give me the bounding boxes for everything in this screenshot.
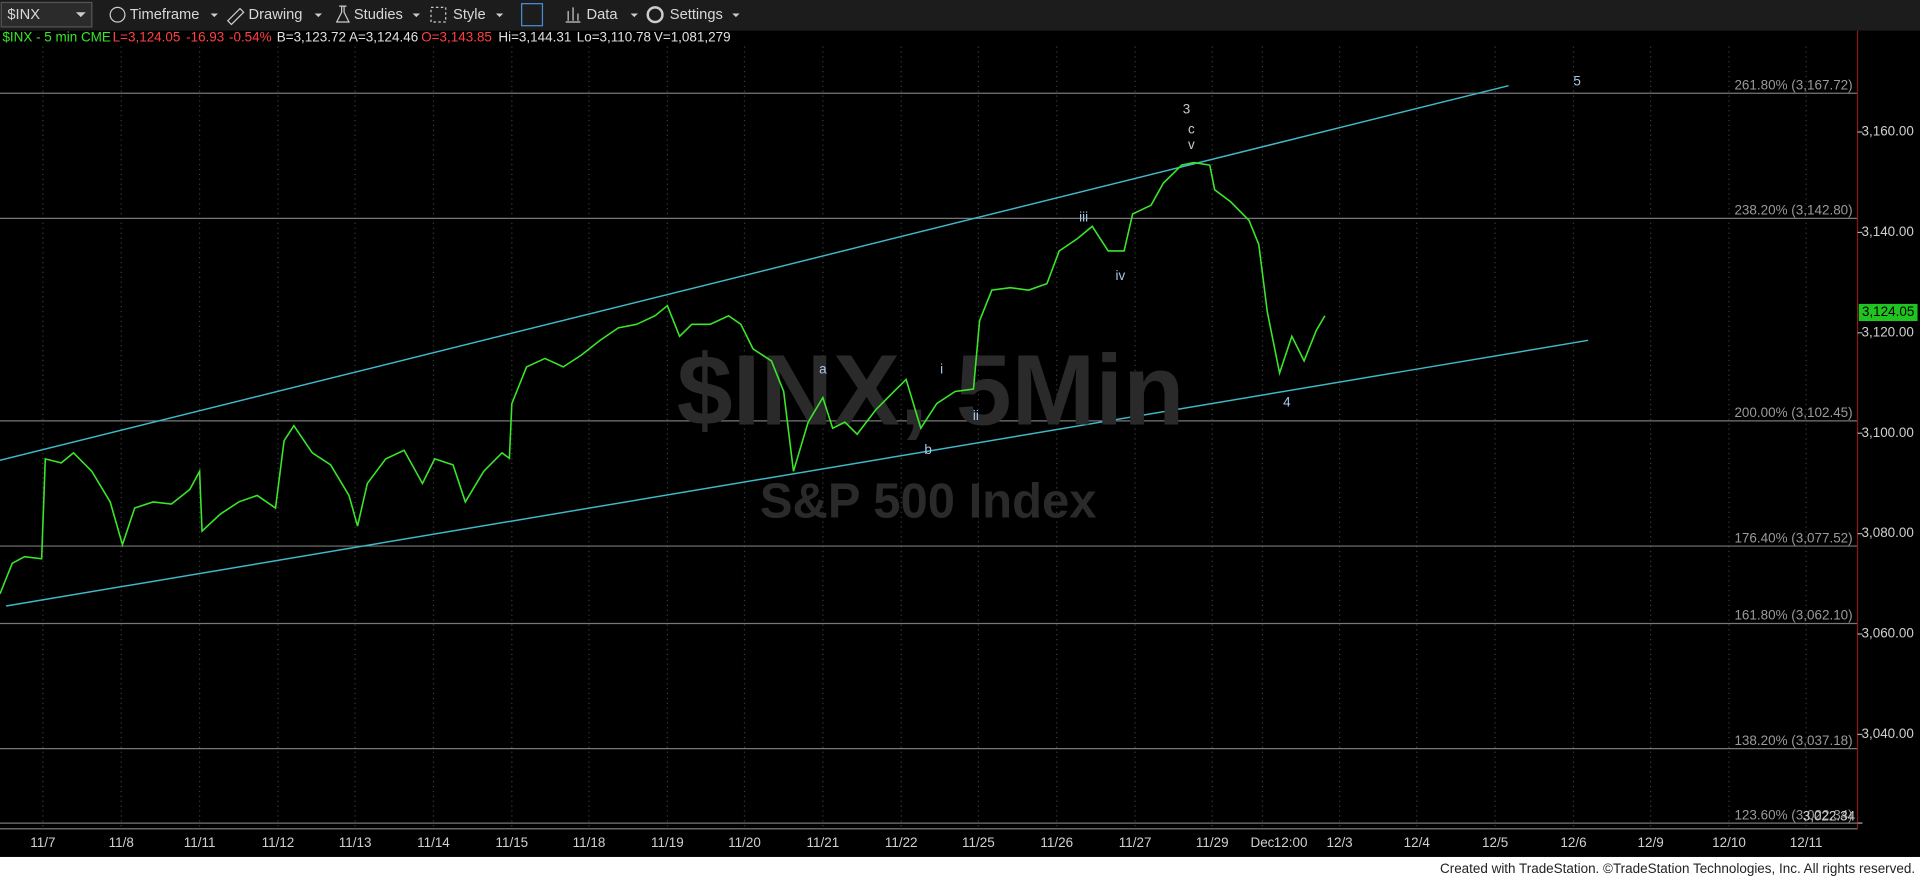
header-stat: Hi=3,144.31	[498, 30, 571, 45]
timeframe-icon	[109, 6, 126, 23]
x-tick-label: 11/19	[651, 835, 684, 850]
x-tick-label: 11/29	[1196, 835, 1229, 850]
x-tick-label: 11/7	[30, 835, 55, 850]
x-tick-label: 12/6	[1560, 835, 1586, 850]
x-tick-label: 11/25	[962, 835, 995, 850]
dropdown-arrow	[210, 13, 218, 18]
fib-level-label: 176.40% (3,077.52)	[1734, 530, 1852, 545]
x-tick-label: 11/21	[807, 835, 840, 850]
x-tick-label: 12/11	[1790, 835, 1823, 850]
last-price-label: 3,124.05	[1862, 304, 1914, 319]
low-marker-label: 3,022.34	[1803, 809, 1856, 824]
header-stat: A=3,124.46	[349, 30, 418, 45]
watermark-symbol: $INX, 5Min	[677, 334, 1185, 446]
header-stat: -0.54%	[229, 30, 272, 45]
dropdown-arrow	[732, 13, 740, 18]
y-tick-label: 3,140.00	[1861, 224, 1913, 239]
header-stat: V=1,081,279	[654, 30, 731, 45]
wave-label: i	[940, 361, 943, 376]
fib-level-label: 200.00% (3,102.45)	[1734, 405, 1852, 420]
wave-label: iii	[1079, 209, 1088, 224]
watermark-name: S&P 500 Index	[760, 474, 1097, 528]
y-tick-label: 3,060.00	[1861, 626, 1913, 641]
toolbar-item[interactable]: Data	[587, 7, 619, 23]
x-tick-label: 12/5	[1482, 835, 1508, 850]
symbol-box[interactable]	[0, 1, 93, 28]
x-tick-label: 11/12	[262, 835, 295, 850]
x-tick-label: 12:00	[1274, 835, 1308, 850]
x-tick-label: 11/14	[417, 835, 450, 850]
x-tick-label: 11/26	[1040, 835, 1073, 850]
x-tick-label: Dec	[1250, 835, 1274, 850]
dropdown-arrow	[630, 13, 638, 18]
footer-bg	[0, 856, 1920, 879]
fib-level-label: 261.80% (3,167.72)	[1734, 77, 1852, 92]
wave-label: 4	[1283, 394, 1291, 409]
fib-level-label: 161.80% (3,062.10)	[1734, 608, 1852, 623]
wave-label: 5	[1573, 74, 1580, 89]
wave-label: ii	[973, 408, 979, 423]
y-tick-label: 3,160.00	[1861, 124, 1913, 139]
x-tick-label: 12/9	[1638, 835, 1664, 850]
header-stat: B=3,123.72	[277, 30, 346, 45]
x-tick-label: 11/18	[573, 835, 606, 850]
wave-label: c	[1188, 121, 1195, 136]
x-tick-label: 12/4	[1404, 835, 1431, 850]
last-price-box	[1858, 303, 1918, 322]
toolbar-item[interactable]: Settings	[670, 7, 723, 23]
x-tick-label: 11/15	[495, 835, 528, 850]
dropdown-arrow	[314, 13, 323, 18]
toolbar-item[interactable]: Drawing	[249, 7, 303, 23]
y-tick-label: 3,100.00	[1861, 425, 1913, 440]
price-line	[0, 161, 1326, 595]
toolbar-item[interactable]: Studies	[354, 7, 403, 23]
fib-level-label: 138.20% (3,037.18)	[1734, 733, 1852, 748]
y-tick-label: 3,080.00	[1861, 525, 1913, 540]
channel-upper	[0, 84, 1509, 462]
x-tick-label: 11/27	[1119, 835, 1152, 850]
wave-label: v	[1188, 137, 1195, 152]
wave-label: b	[924, 442, 931, 457]
fib-level-label: 238.20% (3,142.80)	[1734, 203, 1852, 218]
wave-label: iv	[1116, 268, 1126, 283]
y-tick-label: 3,120.00	[1861, 324, 1913, 339]
style-icon	[430, 6, 447, 23]
symbol[interactable]: $INX	[7, 7, 40, 23]
fib-level-label: 123.60% (3,022.34)	[1734, 807, 1852, 822]
dropdown-arrow	[75, 12, 86, 18]
dropdown-arrow	[412, 13, 420, 18]
layout-icon[interactable]	[521, 3, 544, 27]
y-tick-label: 3,040.00	[1861, 726, 1913, 741]
toolbar-item[interactable]: Style	[453, 7, 486, 23]
data-icon	[565, 7, 581, 23]
x-tick-label: 12/10	[1712, 835, 1746, 850]
header-stat: L=3,124.05	[113, 30, 181, 45]
x-tick-label: 11/22	[885, 835, 918, 850]
series-name: $INX - 5 min CME	[2, 30, 110, 45]
header-stat: Lo=3,110.78	[577, 30, 651, 45]
wave-label: a	[819, 361, 827, 376]
footer: Created with TradeStation. ©TradeStation…	[1440, 861, 1915, 876]
x-tick-label: 12/3	[1326, 835, 1352, 850]
header-stat: O=3,143.85	[421, 30, 492, 45]
header-stat: -16.93	[186, 30, 224, 45]
settings-icon	[646, 6, 664, 24]
wave-label: 3	[1183, 102, 1190, 117]
x-tick-label: 11/20	[728, 835, 761, 850]
studies-icon	[335, 5, 350, 23]
x-tick-label: 11/11	[184, 835, 216, 850]
channel-lower	[6, 339, 1589, 607]
x-tick-label: 11/13	[339, 835, 372, 850]
x-tick-label: 11/8	[109, 835, 134, 850]
drawing-icon	[226, 7, 245, 26]
toolbar-item[interactable]: Timeframe	[130, 7, 200, 23]
toolbar: $INX Timeframe Drawing Studies Style Data Set…	[0, 0, 1920, 31]
dropdown-arrow	[495, 13, 504, 18]
